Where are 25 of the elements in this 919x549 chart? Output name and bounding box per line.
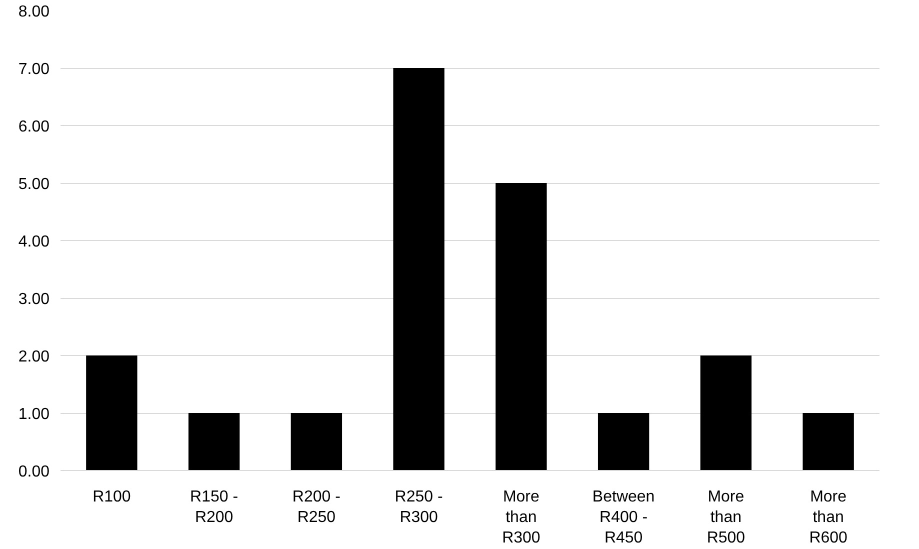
x-tick-label: More than R500 [706,488,746,546]
y-tick-label: 4.00 [18,234,50,250]
x-tick-label: More than R600 [809,488,848,546]
y-tick-label: 8.00 [18,4,50,20]
x-tick-label: R100 [92,488,131,506]
bar [802,413,854,470]
y-tick-label: 2.00 [18,348,50,366]
x-tick-label: R250 - R300 [394,488,443,526]
y-tick-label: 7.00 [18,61,50,78]
bar [496,183,547,470]
y-tick-label: 0.00 [18,464,50,480]
y-tick-label: 5.00 [18,176,50,193]
bar [188,413,240,470]
x-tick-label: Between R400 - R450 [592,488,655,546]
bar [598,413,650,470]
x-tick-label: R200 - R250 [292,488,340,526]
bar [393,68,444,470]
x-tick-label: R150 - R200 [190,488,238,526]
x-tick-label: More than R300 [502,488,540,546]
bar [700,356,752,470]
bar [86,356,138,470]
y-tick-label: 3.00 [18,291,50,308]
y-tick-label: 1.00 [18,406,50,423]
y-tick-label: 6.00 [18,118,50,136]
bar [290,413,342,470]
